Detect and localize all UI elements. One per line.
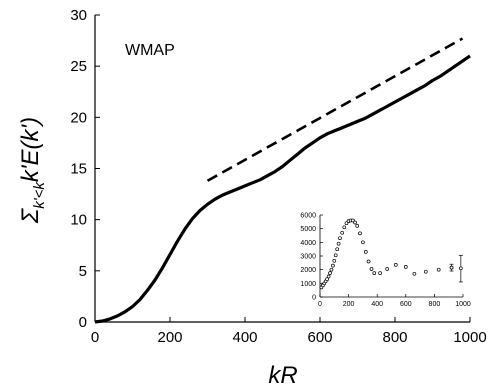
inset-y-tick-label: 0 <box>312 295 316 302</box>
y-axis-label-sigma: Σ <box>17 207 44 224</box>
inset-data-point <box>366 259 371 264</box>
inset-data-point <box>336 241 341 246</box>
inset-data-point <box>361 240 365 245</box>
inset-data-point <box>331 263 335 268</box>
x-tick-label: 800 <box>382 329 407 346</box>
x-tick-label: 200 <box>157 329 182 346</box>
inset-y-tick-label: 5000 <box>300 226 316 233</box>
inset-data-point <box>423 269 428 274</box>
inset-errorbar-point <box>459 266 463 271</box>
x-tick-label: 0 <box>91 329 99 346</box>
inset-points-group <box>319 218 463 290</box>
inset-errorbar-point <box>449 265 454 270</box>
inset-x-tick-label: 800 <box>429 301 441 308</box>
inset-data-point <box>333 253 338 258</box>
y-tick-label: 5 <box>79 263 87 280</box>
inset-data-point <box>335 247 340 252</box>
inset-data-point <box>378 271 382 275</box>
inset-x-tick-label: 0 <box>318 301 322 308</box>
main-series-group <box>94 37 471 324</box>
inset-data-point <box>332 258 337 263</box>
inset-data-point <box>328 271 332 275</box>
inset-data-point <box>385 267 390 271</box>
y-tick-label: 0 <box>79 314 87 331</box>
inset-data-point <box>325 277 329 282</box>
inset-data-point <box>363 250 368 254</box>
x-tick-label: 1000 <box>453 329 486 346</box>
y-axis-label-subscript: k'<k <box>31 181 48 209</box>
x-tick-label: 600 <box>307 329 332 346</box>
y-axis-label-expression: k'E(k') <box>17 117 44 182</box>
y-tick-label: 30 <box>70 7 87 24</box>
inset-x-tick-label: 600 <box>400 301 412 308</box>
inset-data-point <box>340 230 345 235</box>
cumulative-spectrum-line <box>94 54 471 324</box>
main-axis-ticks: 0 200 400 600 800 1000 0 5 10 15 20 25 30 <box>70 7 486 346</box>
inset-axis-ticks: 0 200 400 600 800 1000 0 1000 2000 3000 4000 5000 60… <box>300 213 470 309</box>
inset-data-point <box>344 221 349 226</box>
y-tick-label: 10 <box>70 212 87 229</box>
annotation-label: WMAP <box>125 42 175 59</box>
inset-data-point <box>372 271 377 275</box>
inset-data-point <box>338 236 342 241</box>
inset-data-point <box>329 267 334 272</box>
inset-data-point <box>369 267 374 271</box>
inset-y-tick-label: 3000 <box>300 254 316 261</box>
inset-y-tick-label: 2000 <box>300 267 316 274</box>
inset-data-point <box>412 271 417 276</box>
inset-data-point <box>326 274 331 279</box>
inset-chart: 0 200 400 600 800 1000 0 1000 2000 3000 4000 5000 60… <box>300 213 470 309</box>
inset-data-point <box>353 220 357 225</box>
inset-x-tick-label: 200 <box>343 301 355 308</box>
inset-x-tick-label: 400 <box>371 301 383 308</box>
inset-data-point <box>342 225 347 230</box>
inset-y-tick-label: 4000 <box>300 240 316 247</box>
x-axis-label: kR <box>268 362 297 389</box>
inset-data-point <box>358 231 362 236</box>
y-axis-label: Σk'<kk'E(k') <box>17 117 48 224</box>
inset-y-tick-label: 1000 <box>300 281 316 288</box>
y-tick-label: 20 <box>70 109 87 126</box>
inset-y-tick-label: 6000 <box>300 213 316 220</box>
x-tick-label: 400 <box>232 329 257 346</box>
inset-data-point <box>436 267 441 272</box>
dashed-reference-line <box>206 37 464 182</box>
inset-data-point <box>355 224 360 228</box>
y-tick-label: 25 <box>70 58 87 75</box>
inset-data-point <box>393 263 398 267</box>
y-tick-label: 15 <box>70 161 87 178</box>
inset-data-point <box>403 265 408 269</box>
inset-x-tick-label: 1000 <box>455 301 471 308</box>
